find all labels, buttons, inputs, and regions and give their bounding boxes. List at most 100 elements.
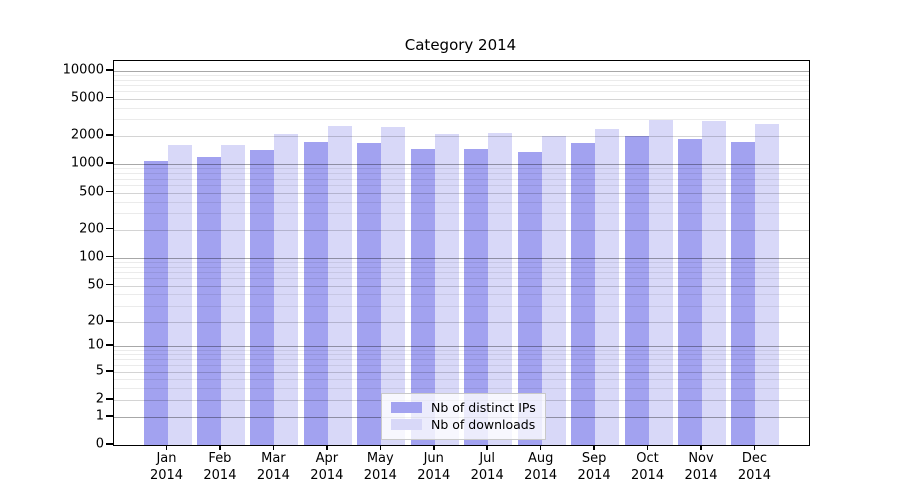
gridline-4000 [114, 107, 809, 109]
x-tick-mark [379, 445, 382, 450]
bar-downloads-oct [648, 119, 673, 445]
gridline-800 [114, 173, 809, 175]
bar-downloads-jan [167, 144, 192, 445]
gridline-9 [114, 349, 809, 351]
y-tick-mark [106, 370, 113, 372]
bar-distinct-ips-sep [571, 142, 596, 445]
y-tick-mark [106, 320, 113, 322]
y-tick-mark [106, 96, 113, 99]
y-tick-label: 50 [87, 277, 104, 292]
y-tick-label: 2000 [70, 127, 104, 143]
x-tick-mark [646, 445, 649, 450]
y-tick-label: 0 [95, 436, 104, 452]
x-tick-mark [700, 445, 702, 450]
x-tick-mark [272, 445, 275, 450]
y-tick-label: 10 [87, 337, 104, 353]
gridline-3000 [114, 119, 809, 121]
bar-downloads-feb [220, 145, 245, 445]
bar-downloads-mar [274, 133, 299, 445]
y-tick-label: 5000 [70, 90, 104, 105]
y-tick-label: 100 [79, 249, 104, 264]
gridline-500 [114, 192, 809, 194]
y-tick-mark [106, 162, 113, 164]
x-tick-label-jun: Jun 2014 [417, 451, 451, 483]
legend-label: Nb of downloads [431, 417, 536, 432]
bar-downloads-jul [488, 132, 513, 445]
y-tick-label: 20 [87, 313, 104, 329]
legend-swatch-downloads [391, 419, 422, 430]
plot-area [113, 60, 810, 446]
x-tick-label-jul: Jul 2014 [470, 451, 504, 483]
bar-distinct-ips-feb [196, 156, 221, 445]
gridline-3 [114, 387, 809, 389]
gridline-40 [114, 294, 809, 296]
y-tick-mark [106, 69, 113, 71]
bar-downloads-sep [595, 128, 620, 445]
legend-item-downloads: Nb of downloads [391, 417, 536, 432]
bar-downloads-apr [327, 125, 352, 445]
gridline-100 [114, 257, 809, 259]
gridline-300 [114, 213, 809, 215]
y-tick-mark [106, 443, 113, 445]
gridline-6000 [114, 91, 809, 93]
legend-label: Nb of distinct IPs [431, 400, 536, 415]
bar-distinct-ips-apr [303, 142, 328, 445]
x-tick-mark [593, 445, 595, 450]
gridline-7000 [114, 85, 809, 87]
y-tick-label: 200 [79, 221, 104, 236]
x-tick-label-aug: Aug 2014 [524, 451, 558, 483]
y-tick-mark [106, 283, 113, 286]
x-tick-mark [539, 445, 542, 450]
gridline-60 [114, 278, 809, 280]
gridline-90 [114, 261, 809, 263]
gridline-4 [114, 378, 809, 380]
legend-swatch-distinct-ips [391, 402, 422, 413]
gridline-700 [114, 178, 809, 180]
bar-downloads-dec [755, 124, 780, 445]
gridline-5000 [114, 98, 809, 100]
gridline-6 [114, 365, 809, 367]
x-tick-label-dec: Dec 2014 [737, 451, 771, 483]
x-tick-mark [486, 445, 488, 450]
x-tick-label-feb: Feb 2014 [203, 451, 237, 483]
bar-distinct-ips-mar [250, 150, 275, 445]
x-tick-label-mar: Mar 2014 [256, 451, 290, 483]
gridline-70 [114, 271, 809, 273]
gridline-10000 [114, 71, 809, 72]
bar-downloads-may [381, 126, 406, 445]
y-tick-mark [106, 415, 113, 417]
bar-distinct-ips-dec [731, 142, 756, 445]
x-tick-label-nov: Nov 2014 [684, 451, 718, 483]
chart-title: Category 2014 [404, 36, 517, 54]
gridline-1000 [114, 164, 809, 165]
gridline-8 [114, 354, 809, 356]
gridline-10 [114, 346, 809, 347]
y-tick-mark [106, 344, 113, 346]
gridline-20 [114, 322, 809, 323]
gridline-2000 [114, 136, 809, 137]
x-tick-mark [219, 445, 221, 450]
y-tick-label: 1000 [70, 155, 104, 171]
y-tick-label: 500 [79, 184, 104, 199]
y-tick-mark [106, 134, 113, 136]
gridline-600 [114, 185, 809, 186]
gridline-200 [114, 229, 809, 231]
gridline-9000 [114, 75, 809, 77]
bar-distinct-ips-oct [624, 135, 649, 445]
x-tick-label-sep: Sep 2014 [577, 451, 611, 483]
x-tick-mark [433, 445, 435, 450]
gridline-80 [114, 266, 809, 268]
y-tick-label: 1 [95, 408, 104, 424]
gridline-8000 [114, 79, 809, 81]
y-tick-label: 10000 [62, 62, 104, 78]
x-tick-label-jan: Jan 2014 [149, 451, 184, 483]
legend-item-distinct-ips: Nb of distinct IPs [391, 400, 536, 415]
y-tick-mark [106, 190, 113, 193]
x-tick-mark [753, 445, 756, 450]
gridline-30 [114, 305, 809, 307]
bar-distinct-ips-nov [678, 139, 702, 445]
y-tick-mark [106, 227, 113, 230]
x-tick-label-apr: Apr 2014 [310, 451, 344, 483]
gridline-7 [114, 359, 809, 361]
